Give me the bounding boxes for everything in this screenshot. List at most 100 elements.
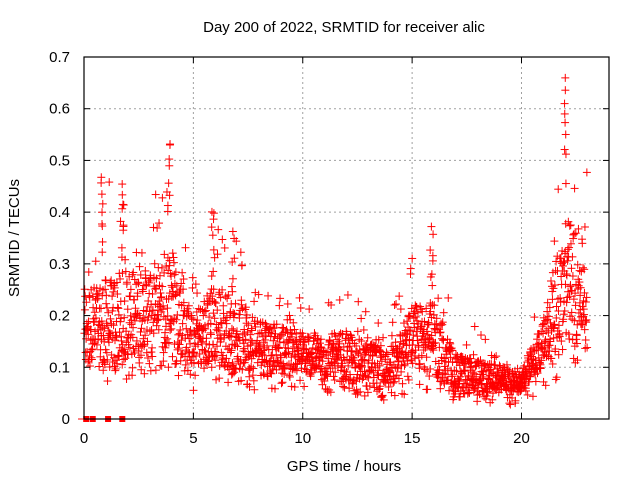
data-point <box>106 278 115 287</box>
data-point <box>201 324 210 333</box>
data-point <box>222 354 231 363</box>
data-point <box>383 360 392 369</box>
data-point <box>84 330 93 339</box>
data-point <box>267 369 276 378</box>
data-point <box>560 306 569 315</box>
data-point <box>116 317 125 326</box>
data-point <box>352 341 361 350</box>
y-tick-label: 0.2 <box>49 308 70 325</box>
data-point <box>214 323 223 332</box>
data-point <box>489 389 498 398</box>
data-point <box>576 283 585 292</box>
data-point <box>574 224 583 233</box>
data-point <box>318 380 327 389</box>
data-point <box>446 344 455 353</box>
data-point <box>571 301 580 310</box>
data-point <box>291 360 300 369</box>
data-point <box>563 293 572 302</box>
data-point <box>417 351 426 360</box>
data-point <box>543 298 552 307</box>
x-tick-label: 15 <box>404 430 421 447</box>
data-point <box>436 328 445 337</box>
data-point <box>468 368 477 377</box>
data-point <box>226 348 235 357</box>
data-point <box>557 337 566 346</box>
peak-point <box>429 230 438 239</box>
data-point <box>435 365 444 374</box>
peak-point <box>561 130 570 139</box>
data-point <box>455 377 464 386</box>
data-point <box>547 354 556 363</box>
data-point <box>259 338 268 347</box>
peak-point <box>165 155 174 164</box>
data-point <box>561 280 570 289</box>
data-point <box>431 338 440 347</box>
data-point <box>292 329 301 338</box>
data-point <box>231 341 240 350</box>
peak-point <box>165 161 174 170</box>
data-point <box>344 361 353 370</box>
data-point <box>99 366 108 375</box>
y-tick-label: 0.3 <box>49 256 70 273</box>
data-point <box>448 346 457 355</box>
data-point <box>84 357 93 366</box>
data-point <box>559 310 568 319</box>
peak-point <box>210 253 219 262</box>
data-point <box>342 330 351 339</box>
data-point <box>490 353 499 362</box>
data-point <box>572 331 581 340</box>
data-point <box>95 362 104 371</box>
data-point <box>476 331 485 340</box>
data-point <box>159 348 168 357</box>
data-point <box>329 340 338 349</box>
data-point <box>209 285 218 294</box>
data-point <box>581 298 590 307</box>
data-point <box>126 292 135 301</box>
data-point <box>125 343 134 352</box>
x-tick-label: 20 <box>513 430 530 447</box>
peak-point <box>119 200 128 209</box>
data-point <box>250 385 259 394</box>
data-point <box>195 332 204 341</box>
peak-point <box>228 258 237 267</box>
data-point <box>357 337 366 346</box>
data-point <box>429 346 438 355</box>
data-point <box>410 323 419 332</box>
data-point <box>422 353 431 362</box>
data-point <box>241 335 250 344</box>
data-point <box>546 318 555 327</box>
data-point <box>548 359 557 368</box>
data-point <box>412 302 421 311</box>
data-point <box>300 345 309 354</box>
peak-point <box>228 287 237 296</box>
data-point <box>565 221 574 230</box>
y-tick-label: 0.4 <box>49 204 70 221</box>
data-point <box>105 329 114 338</box>
peak-point <box>207 223 216 232</box>
data-point <box>530 313 539 322</box>
peak-point <box>561 150 570 159</box>
data-point <box>227 332 236 341</box>
peak-point <box>165 140 174 149</box>
peak-point <box>561 86 570 95</box>
data-point <box>318 357 327 366</box>
plot-frame <box>83 56 610 420</box>
data-point <box>237 376 246 385</box>
data-point <box>181 243 190 252</box>
data-point <box>237 300 246 309</box>
data-point <box>238 261 247 270</box>
data-point <box>103 377 112 386</box>
data-point <box>129 323 138 332</box>
data-point <box>550 281 559 290</box>
data-point <box>303 332 312 341</box>
data-point <box>408 254 417 263</box>
data-point <box>398 379 407 388</box>
data-point <box>569 295 578 304</box>
data-point <box>123 305 132 314</box>
data-point <box>224 358 233 367</box>
data-point <box>526 371 535 380</box>
data-point <box>558 345 567 354</box>
data-point <box>550 237 559 246</box>
data-point <box>175 287 184 296</box>
data-point <box>253 336 262 345</box>
